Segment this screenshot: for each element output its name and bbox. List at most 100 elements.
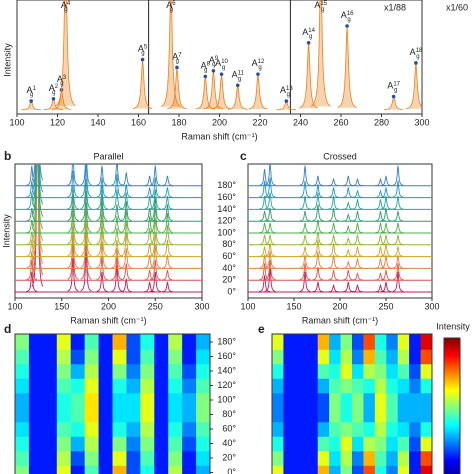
- spectrum-peak: [299, 246, 311, 257]
- spectrum-peak: [392, 180, 404, 198]
- spectrum-peak: [392, 222, 404, 234]
- spectrum-peak: [144, 187, 155, 198]
- spectrum-peak: [342, 260, 354, 269]
- heat-cell: [112, 406, 127, 423]
- heat-cell: [329, 348, 342, 365]
- data-point: [211, 69, 216, 73]
- spectrum-peak: [162, 254, 173, 269]
- spectrum-peak: [111, 239, 123, 257]
- peak-label: A5 g: [138, 44, 148, 56]
- heat-cell: [98, 464, 113, 474]
- heat-cell: [84, 348, 100, 365]
- label-base: A: [49, 83, 55, 93]
- spectrum-peak: [375, 234, 386, 245]
- heat-cell: [340, 435, 353, 452]
- heat-cell: [15, 464, 30, 474]
- heat-cell: [126, 421, 141, 437]
- fit-peak: [406, 62, 422, 110]
- spectrum-peak: [111, 164, 123, 186]
- heat-cell: [409, 464, 422, 474]
- heat-cell: [126, 435, 141, 452]
- spectrum-peak: [375, 210, 386, 222]
- heat-cell: [28, 348, 44, 365]
- spectrum-peak: [96, 214, 108, 245]
- spectrum-peak: [264, 207, 276, 222]
- label-base: A: [209, 55, 215, 65]
- x-tick-label: 300: [194, 301, 209, 311]
- label-sub: g: [258, 65, 261, 71]
- spectrum-peak: [375, 283, 386, 293]
- heat-cell: [386, 377, 399, 394]
- spectrum-peak: [162, 269, 173, 281]
- heat-cell: [283, 377, 296, 394]
- label-sup: 11: [238, 70, 245, 76]
- legend-entry: 120°: [217, 216, 236, 226]
- heat-cell: [56, 450, 72, 466]
- heat-cell: [56, 348, 72, 365]
- x-tick-label: 220: [252, 117, 267, 127]
- spectrum-peak: [111, 265, 123, 292]
- heat-cell: [306, 464, 319, 474]
- plot-area: [15, 164, 202, 293]
- spectrum-peak: [380, 281, 392, 293]
- spectrum-peak: [380, 175, 392, 186]
- heat-cell: [363, 334, 376, 350]
- fit-peak: [132, 59, 153, 109]
- heat-cell: [112, 363, 127, 379]
- heat-cell: [272, 450, 284, 466]
- label-base: A: [172, 52, 178, 62]
- heat-cell: [283, 392, 296, 408]
- spectrum-peak: [342, 224, 354, 234]
- spectrum-peak: [120, 192, 132, 210]
- heat-cell: [329, 464, 342, 474]
- legend-entry: 0°: [227, 286, 236, 296]
- heat-cell: [283, 348, 296, 365]
- spectrum-peak: [26, 180, 38, 198]
- spectrum-peak: [144, 195, 155, 210]
- spectrum-peak: [96, 177, 108, 198]
- heat-cell: [352, 421, 364, 437]
- plot-area: [21, 0, 422, 111]
- heat-cell: [283, 450, 296, 466]
- heat-cell: [168, 363, 183, 379]
- data-point: [306, 41, 311, 45]
- spectrum-peak: [26, 207, 38, 222]
- label-sub: g: [30, 92, 33, 98]
- spectrum-peak: [31, 164, 44, 264]
- heat-cell: [196, 421, 210, 437]
- spectrum-peak: [299, 222, 311, 234]
- heat-cell: [374, 377, 387, 394]
- panel-title: Parallel: [93, 151, 123, 161]
- spectrum-peak: [149, 189, 161, 210]
- heat-cell: [352, 450, 364, 466]
- spectrum-peak: [264, 260, 276, 281]
- heat-cell: [168, 348, 183, 365]
- heat-cell: [56, 334, 72, 350]
- heat-cell: [386, 406, 399, 423]
- y-tick-label: 20°: [222, 452, 236, 462]
- spectrum-peak: [328, 177, 339, 187]
- spectrum-peak: [149, 177, 161, 198]
- data-point: [29, 99, 33, 103]
- heat-cell: [374, 392, 387, 408]
- spectrum-peak: [342, 175, 354, 186]
- heat-cell: [98, 334, 113, 350]
- label-sup: 5: [144, 44, 148, 50]
- heat-cell: [15, 334, 30, 350]
- label-sub: g: [64, 7, 67, 13]
- data-point: [175, 65, 179, 70]
- x-tick-label: 100: [240, 301, 255, 311]
- spectrum-peak: [149, 165, 161, 186]
- x-axis-label: Raman shift (cm⁻¹): [70, 315, 146, 325]
- fit-peak: [228, 85, 248, 110]
- spectrum-peak: [328, 243, 339, 257]
- heat-cell: [98, 348, 113, 365]
- label-sup: 9: [215, 55, 219, 61]
- spectrum-peak: [96, 202, 108, 233]
- spectrum-peak: [80, 202, 92, 233]
- heat-cell: [317, 392, 330, 408]
- spectrum-peak: [392, 195, 404, 210]
- heat-cell: [420, 377, 432, 394]
- label-base: A: [410, 47, 416, 57]
- label-sup: 15: [320, 1, 327, 7]
